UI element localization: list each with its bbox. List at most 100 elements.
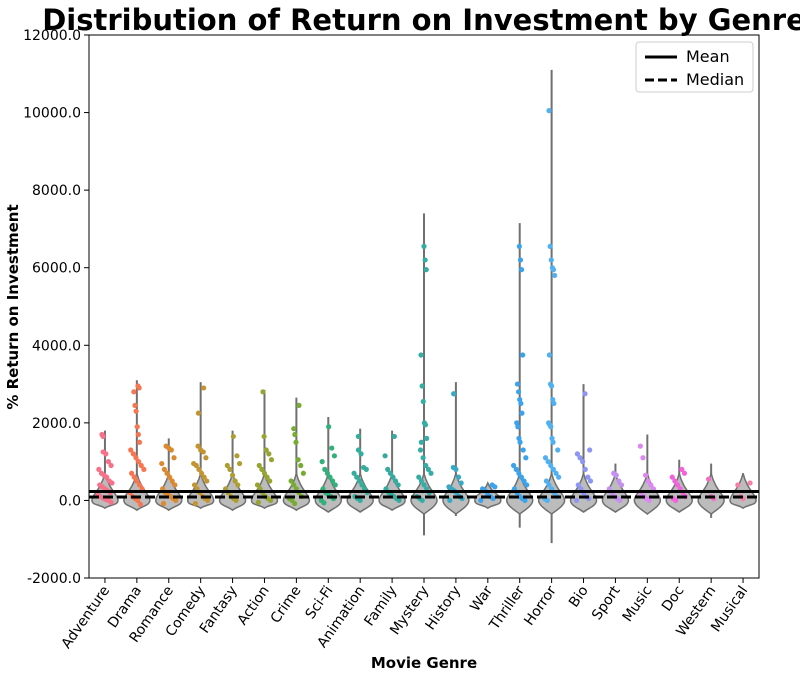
data-point-thriller [514,381,521,387]
data-point-doc [674,482,681,488]
data-point-music [640,455,646,461]
x-tick-label: Adventure [59,583,114,652]
data-point-doc [681,470,688,476]
data-point-music [637,443,643,449]
data-point-horror [548,257,554,263]
legend-median-label: Median [686,70,744,89]
data-point-action [255,499,261,505]
data-point-family [382,453,388,459]
data-point-adventure [109,480,115,486]
data-point-bio [575,482,581,488]
data-point-history [451,391,457,397]
data-point-bio [577,455,583,461]
data-point-drama [137,501,143,507]
data-point-horror [552,272,558,279]
data-point-music [645,478,651,484]
data-point-thriller [517,439,523,445]
data-point-mystery [416,474,422,480]
data-point-thriller [523,455,529,461]
data-point-thriller [513,466,519,472]
reference-lines [89,490,759,499]
data-point-romance [160,500,167,507]
data-point-animation [359,482,365,488]
data-point-romance [159,460,165,467]
data-point-war [492,484,498,490]
x-tick-label: Bio [566,583,592,610]
data-point-thriller [516,243,522,249]
data-point-crime [298,462,304,469]
violin-body-thriller [505,473,534,515]
data-point-doc [672,478,678,484]
data-point-mystery [420,398,426,405]
data-point-family [385,466,391,472]
data-point-drama [135,431,141,438]
data-point-action [259,466,265,472]
data-point-horror [545,459,551,465]
data-point-sci-fi [331,453,338,459]
data-point-bio [585,474,591,480]
data-point-comedy [192,500,199,507]
data-point-drama [131,389,137,395]
data-point-bio [587,478,594,484]
data-point-sci-fi [324,470,331,476]
data-point-mystery [422,257,428,263]
data-point-sci-fi [332,482,338,488]
data-point-comedy [201,474,207,480]
data-point-drama [141,466,147,472]
data-point-mystery [417,447,424,453]
data-point-horror [551,400,557,407]
data-point-horror [549,383,555,389]
data-point-sport [616,478,622,484]
y-tick-label: 2000.0 [32,416,81,432]
data-point-action [263,447,269,453]
data-point-sci-fi [329,445,335,451]
data-point-animation [363,466,369,472]
data-point-bio [574,451,580,457]
data-point-animation [357,497,363,504]
data-point-comedy [195,410,202,416]
data-point-mystery [423,462,429,469]
data-point-fantasy [227,466,233,472]
data-point-thriller [520,352,526,358]
data-point-family [392,478,399,484]
data-point-thriller [521,478,527,484]
x-tick-label: Crime [268,583,305,626]
data-point-adventure [103,451,109,457]
data-point-horror [546,352,552,358]
data-point-mystery [419,383,425,389]
data-point-sci-fi [319,459,325,465]
y-tick-label: 12000.0 [23,28,81,44]
data-point-action [256,462,262,469]
data-point-crime [291,482,297,488]
data-point-romance [168,447,174,453]
data-point-action [254,482,261,488]
data-point-thriller [520,447,526,453]
data-point-action [261,470,268,476]
data-point-horror [555,447,561,453]
data-point-animation [355,433,361,440]
data-point-mystery [422,422,429,428]
data-point-music [646,497,652,504]
data-point-horror [546,482,552,488]
data-point-adventure [96,466,102,472]
data-point-romance [161,466,167,472]
y-tick-label: 4000.0 [32,338,81,354]
data-point-action [260,389,266,395]
data-point-fantasy [234,453,240,459]
data-point-animation [354,474,360,480]
data-point-drama [133,455,139,461]
data-point-family [395,482,401,488]
data-point-horror [548,462,554,469]
data-point-thriller [518,400,524,407]
y-tick-label: 8000.0 [32,183,81,199]
data-point-doc [669,474,675,480]
data-point-adventure [104,474,110,480]
data-point-history [455,474,462,480]
data-point-mystery [421,482,427,488]
data-point-animation [355,447,362,453]
data-point-horror [553,470,559,476]
data-point-action [268,457,275,463]
data-point-mystery [423,267,429,273]
violin-sport [601,463,630,514]
